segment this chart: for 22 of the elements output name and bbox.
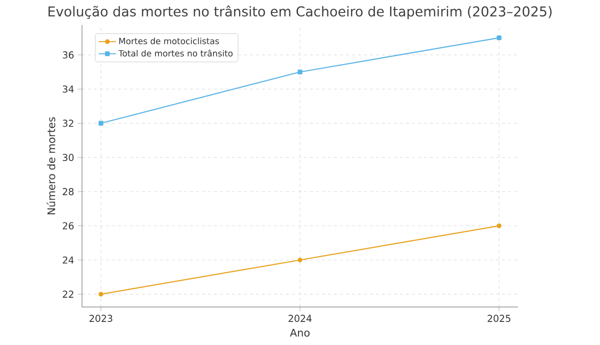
y-axis-title: Número de mortes — [46, 117, 56, 214]
y-tick-label: 28 — [62, 188, 74, 196]
x-tick-label: 2023 — [90, 314, 112, 322]
point — [98, 120, 104, 126]
y-tick-label: 26 — [62, 222, 74, 230]
point — [298, 70, 302, 74]
x-tick-label: 2024 — [288, 314, 312, 322]
legend-label: Total de mortes no trânsito — [118, 50, 233, 57]
chart-title: Evolução das mortes no trânsito em Cachoeiro de Itapemirim (2023–2025) — [48, 6, 552, 20]
y-tick-label: 32 — [62, 120, 74, 127]
point — [298, 258, 302, 262]
point — [98, 292, 104, 297]
y-tick-label: 30 — [62, 154, 74, 162]
y-tick-label: 22 — [62, 290, 74, 298]
y-tick-label: 34 — [62, 85, 74, 93]
x-tick-label: 2025 — [488, 314, 510, 322]
point — [496, 35, 502, 40]
y-tick-label: 36 — [62, 51, 74, 58]
y-tick-label: 24 — [62, 256, 74, 264]
legend-label: Mortes de motociclistas — [119, 38, 219, 44]
x-axis-title: Ano — [290, 328, 310, 337]
point — [496, 223, 502, 228]
